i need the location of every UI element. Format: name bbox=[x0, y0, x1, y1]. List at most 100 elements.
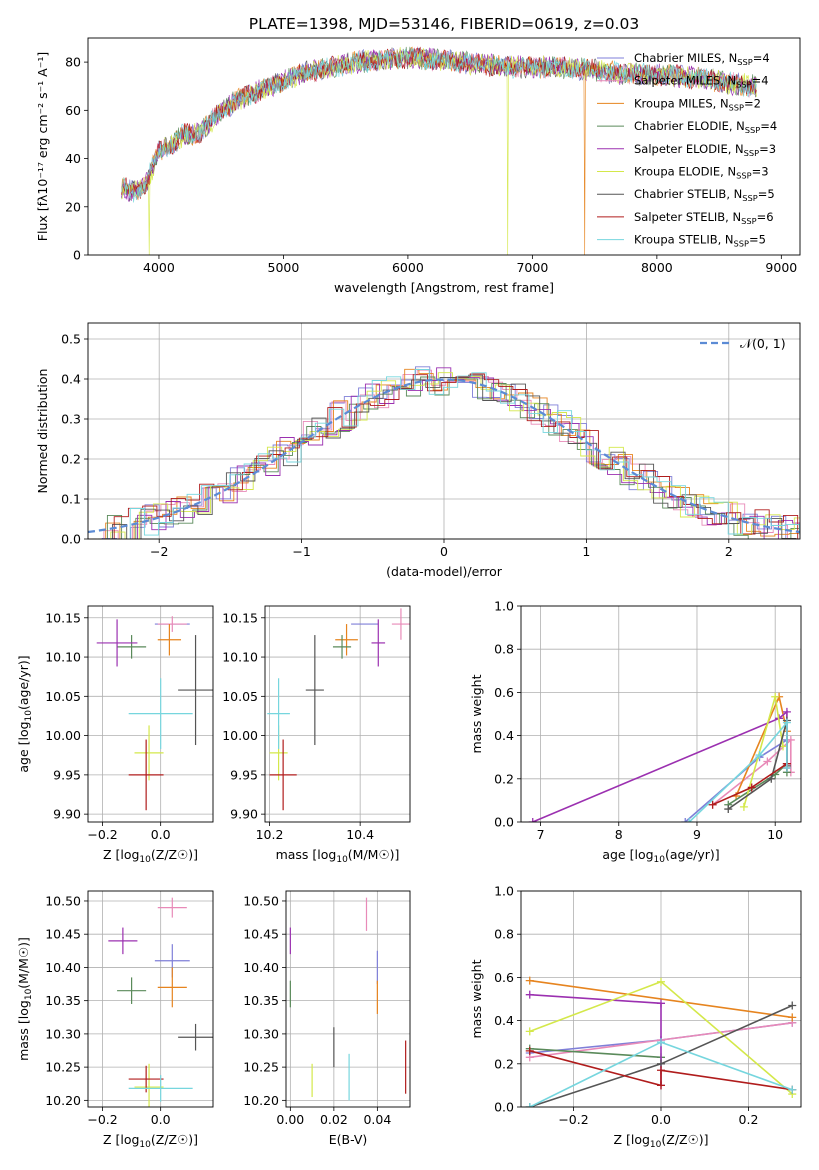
x-axis-label: (data-model)/error bbox=[386, 564, 503, 579]
y-axis-label: mass weight bbox=[469, 674, 484, 753]
y-tick-label: 0.8 bbox=[494, 927, 514, 942]
x-tick-label: 10.4 bbox=[346, 827, 374, 842]
histogram-step bbox=[101, 369, 800, 539]
x-axis-label: Z [log10(Z/Z☉)] bbox=[103, 1132, 198, 1150]
x-axis-label: E(B-V) bbox=[329, 1132, 368, 1147]
mass-weight-line bbox=[529, 993, 662, 1086]
x-tick-label: 7 bbox=[537, 827, 545, 842]
y-tick-label: 0.6 bbox=[494, 970, 514, 985]
x-tick-label: −0.2 bbox=[87, 827, 117, 842]
x-tick-label: 2 bbox=[725, 544, 733, 559]
data-marker bbox=[685, 818, 694, 822]
data-marker bbox=[528, 818, 537, 822]
x-tick-label: 10 bbox=[767, 827, 783, 842]
x-tick-label: 9000 bbox=[765, 260, 797, 275]
data-marker bbox=[788, 1085, 797, 1094]
y-tick-label: 0.3 bbox=[61, 412, 81, 427]
spectrum-line bbox=[121, 48, 757, 203]
legend-label: 𝒩(0, 1) bbox=[740, 336, 786, 351]
data-marker bbox=[782, 764, 791, 772]
x-tick-label: 0.04 bbox=[363, 1112, 391, 1127]
y-tick-label: 10.15 bbox=[222, 610, 258, 625]
mass-weight-line bbox=[529, 979, 793, 1019]
data-marker bbox=[747, 783, 756, 792]
y-tick-label: 10.20 bbox=[45, 1093, 81, 1108]
y-tick-label: 0.0 bbox=[494, 815, 514, 830]
legend-label: Salpeter MILES, NSSP=4 bbox=[634, 74, 769, 90]
y-tick-label: 9.90 bbox=[230, 807, 258, 822]
y-tick-label: 10.00 bbox=[222, 728, 258, 743]
data-marker bbox=[681, 818, 690, 822]
x-tick-label: 0.2 bbox=[739, 1112, 759, 1127]
y-tick-label: 0.0 bbox=[61, 532, 81, 547]
data-marker bbox=[525, 1046, 534, 1055]
y-tick-label: 40 bbox=[65, 151, 81, 166]
y-tick-label: 0.4 bbox=[61, 372, 81, 387]
y-tick-label: 10.25 bbox=[243, 1060, 279, 1075]
data-marker bbox=[786, 735, 795, 744]
age-vs-metallicity-panel: −0.2 0.0 9.90 9.95 10.00 10.05 10.10 10.15 Z [lo… bbox=[16, 605, 214, 865]
data-marker bbox=[657, 1038, 665, 1047]
x-tick-label: 4000 bbox=[143, 260, 175, 275]
y-tick-label: 10.10 bbox=[45, 650, 81, 665]
data-marker bbox=[657, 1081, 665, 1090]
data-marker bbox=[525, 976, 534, 985]
y-tick-label: 0.4 bbox=[494, 728, 514, 743]
y-tick-label: 9.95 bbox=[53, 767, 81, 782]
x-tick-label: 8000 bbox=[641, 260, 673, 275]
y-tick-label: 10.30 bbox=[45, 1026, 81, 1041]
y-tick-label: 0.2 bbox=[494, 1056, 514, 1071]
x-axis-label: wavelength [Angstrom, rest frame] bbox=[334, 280, 554, 295]
axes-frame bbox=[87, 37, 801, 256]
x-tick-label: 0.0 bbox=[651, 1112, 671, 1127]
mass-weight-line bbox=[688, 720, 788, 822]
y-tick-label: 10.35 bbox=[45, 993, 81, 1008]
y-tick-label: 0.0 bbox=[494, 1100, 514, 1115]
y-tick-label: 9.95 bbox=[230, 767, 258, 782]
y-tick-label: 0.8 bbox=[494, 642, 514, 657]
x-tick-label: 8 bbox=[615, 827, 623, 842]
data-marker bbox=[525, 990, 534, 999]
data-marker bbox=[755, 751, 764, 760]
legend-label: Chabrier STELIB, NSSP=5 bbox=[634, 187, 775, 203]
y-tick-label: 0.5 bbox=[61, 332, 81, 347]
data-marker bbox=[525, 1103, 534, 1107]
data-marker bbox=[767, 774, 776, 783]
y-tick-label: 0 bbox=[73, 248, 81, 263]
y-tick-label: 10.50 bbox=[45, 893, 81, 908]
y-tick-label: 0.4 bbox=[494, 1013, 514, 1028]
y-tick-label: 60 bbox=[65, 103, 81, 118]
legend-label: Kroupa MILES, NSSP=2 bbox=[634, 96, 761, 112]
y-axis-label: mass weight bbox=[469, 959, 484, 1038]
y-tick-label: 20 bbox=[65, 199, 81, 214]
y-tick-label: 10.50 bbox=[243, 893, 279, 908]
x-tick-label: −0.2 bbox=[87, 1112, 117, 1127]
data-marker bbox=[708, 800, 717, 809]
data-marker bbox=[782, 718, 791, 727]
axes-frame bbox=[87, 605, 214, 823]
y-tick-label: 10.45 bbox=[243, 927, 279, 942]
x-tick-label: 0.0 bbox=[151, 1112, 171, 1127]
legend-label: Chabrier MILES, NSSP=4 bbox=[634, 51, 770, 67]
residual-panel: −2 −1 0 1 2 0.0 0.1 0.2 0.3 0.4 0.5 (data-model)/er… bbox=[35, 322, 801, 579]
mass-weight-vs-metallicity-panel: −0.2 0.0 0.2 0.0 0.2 0.4 0.6 0.8 1.0 Z [log10(Z/Z… bbox=[469, 884, 802, 1150]
y-tick-label: 0.6 bbox=[494, 685, 514, 700]
data-marker bbox=[771, 692, 780, 701]
y-tick-label: 9.90 bbox=[53, 807, 81, 822]
x-tick-label: 0 bbox=[440, 544, 448, 559]
mass-weight-line bbox=[529, 1047, 662, 1059]
x-tick-label: −2 bbox=[150, 544, 168, 559]
plot-area bbox=[525, 976, 797, 1107]
x-tick-label: −1 bbox=[292, 544, 310, 559]
axes-frame bbox=[264, 605, 411, 823]
plot-area bbox=[289, 897, 407, 1101]
axes-frame bbox=[87, 890, 214, 1108]
x-tick-label: −0.2 bbox=[558, 1112, 588, 1127]
y-tick-label: 1.0 bbox=[494, 599, 514, 614]
data-marker bbox=[525, 1027, 534, 1036]
y-axis-label: age [log10(age/yr)] bbox=[16, 655, 34, 772]
y-tick-label: 10.35 bbox=[243, 993, 279, 1008]
y-axis-label: Flux [fλ10⁻¹⁷ erg cm⁻² s⁻¹ A⁻¹] bbox=[35, 52, 50, 241]
data-marker bbox=[657, 999, 665, 1008]
